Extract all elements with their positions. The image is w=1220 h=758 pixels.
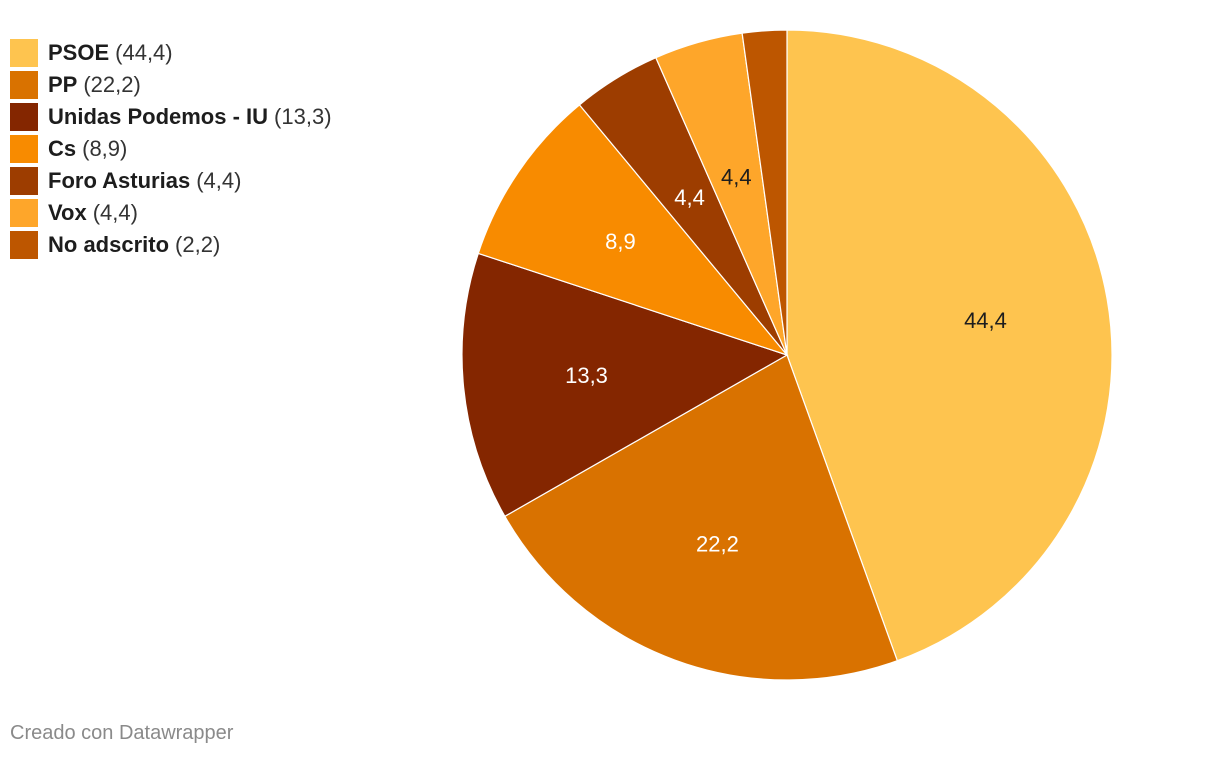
pie-slice-label-foro-asturias: 4,4 (674, 185, 705, 210)
legend-item-vox: Vox (4,4) (10, 197, 332, 229)
pie-slice-label-unidas-podemos-iu: 13,3 (565, 363, 608, 388)
legend-item-no-adscrito: No adscrito (2,2) (10, 229, 332, 261)
legend-value: (2,2) (175, 232, 221, 257)
legend-swatch (10, 167, 38, 195)
legend-swatch (10, 135, 38, 163)
legend-item-unidas-podemos-iu: Unidas Podemos - IU (13,3) (10, 101, 332, 133)
legend: PSOE (44,4) PP (22,2) Unidas Podemos - I… (10, 37, 332, 261)
legend-value: (4,4) (92, 200, 138, 225)
legend-label: No adscrito (48, 232, 170, 257)
legend-label: Cs (48, 136, 77, 161)
legend-value: (4,4) (196, 168, 242, 193)
legend-item-cs: Cs (8,9) (10, 133, 332, 165)
legend-value: (22,2) (83, 72, 141, 97)
pie-slice-cs (477, 104, 789, 357)
pie-slices (461, 29, 1113, 681)
pie-slice-label-cs: 8,9 (605, 229, 636, 254)
legend-label: Foro Asturias (48, 168, 191, 193)
legend-swatch (10, 71, 38, 99)
legend-swatch (10, 39, 38, 67)
pie-slice-label-psoe: 44,4 (964, 308, 1007, 333)
legend-label: Unidas Podemos - IU (48, 104, 269, 129)
legend-value: (8,9) (82, 136, 128, 161)
legend-label: PP (48, 72, 78, 97)
pie-slice-unidas-podemos-iu (461, 252, 789, 518)
pie-slice-pp (504, 354, 899, 681)
pie-slice-psoe (786, 29, 1113, 662)
pie-slice-no-adscrito (741, 29, 788, 356)
legend-item-foro-asturias: Foro Asturias (4,4) (10, 165, 332, 197)
legend-swatch (10, 231, 38, 259)
pie-slice-labels: 44,4 22,2 13,3 8,9 4,4 4,4 (565, 164, 1007, 556)
legend-value: (13,3) (274, 104, 332, 129)
pie-slice-label-vox: 4,4 (721, 164, 752, 189)
legend-value: (44,4) (115, 40, 173, 65)
footer-credit: Creado con Datawrapper (10, 722, 234, 744)
legend-swatch (10, 103, 38, 131)
legend-swatch (10, 199, 38, 227)
pie-slice-label-pp: 22,2 (696, 532, 739, 557)
legend-item-psoe: PSOE (44,4) (10, 37, 332, 69)
legend-label: Vox (48, 200, 87, 225)
legend-item-pp: PP (22,2) (10, 69, 332, 101)
legend-label: PSOE (48, 40, 110, 65)
